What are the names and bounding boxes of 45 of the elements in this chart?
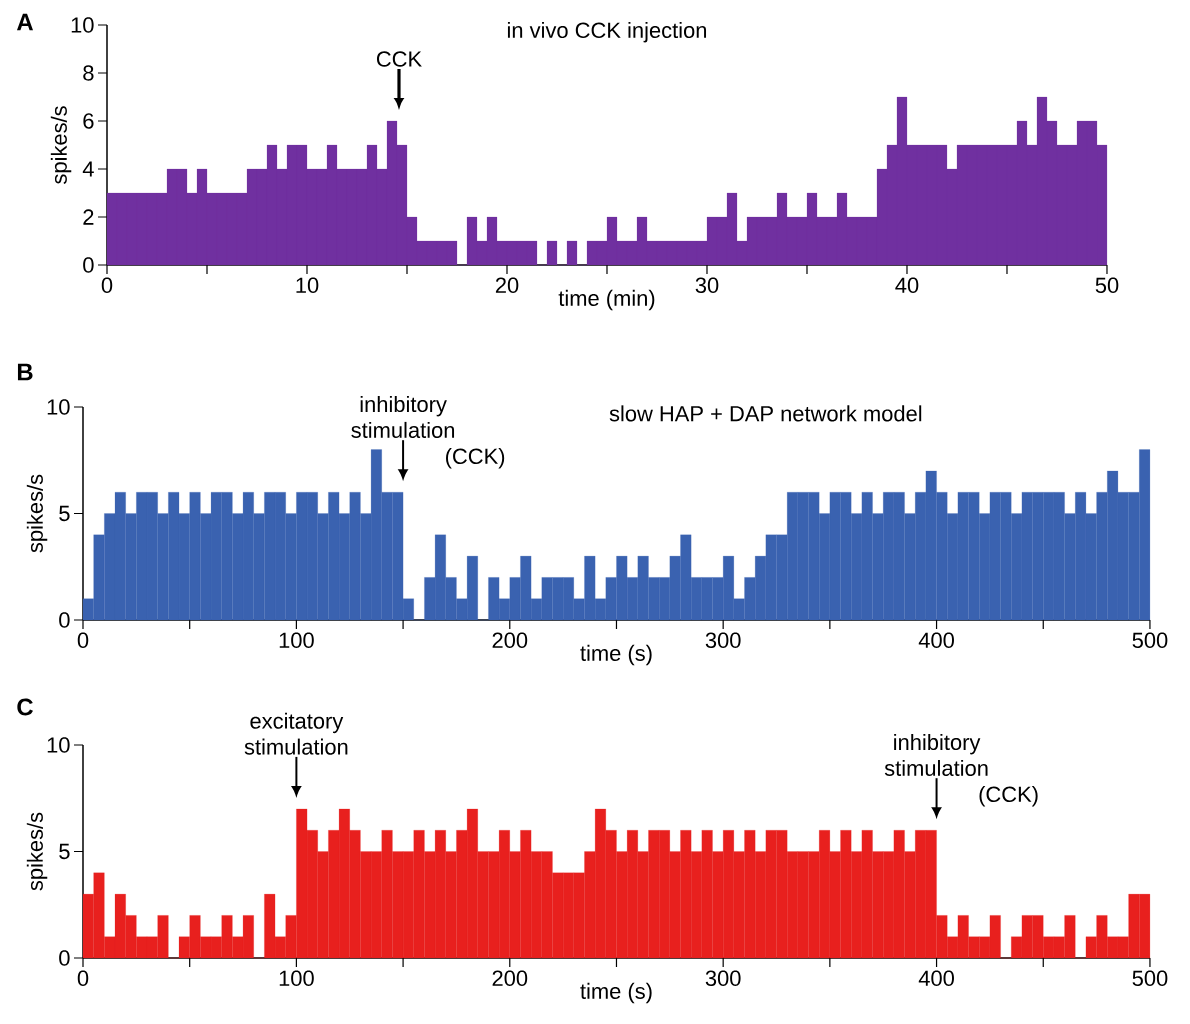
x-axis-title: time (s) bbox=[580, 644, 652, 666]
x-tick-label: 300 bbox=[705, 632, 741, 649]
y-axis-title: spikes/s bbox=[26, 812, 48, 891]
annotation: inhibitory stimulation bbox=[351, 395, 455, 438]
x-tick-label: 200 bbox=[492, 970, 528, 987]
x-axis-title: time (min) bbox=[558, 289, 655, 311]
annotation: CCK bbox=[376, 51, 422, 67]
text: C bbox=[17, 698, 33, 716]
y-tick-label: 5 bbox=[59, 843, 70, 860]
y-tick-label: 0 bbox=[83, 257, 94, 273]
y-tick-label: 2 bbox=[83, 209, 94, 225]
x-tick-label: 20 bbox=[495, 277, 519, 294]
x-tick-label: 50 bbox=[1095, 277, 1119, 294]
y-tick-label: 8 bbox=[83, 65, 94, 81]
x-tick-label: 100 bbox=[279, 632, 314, 649]
x-tick-label: 200 bbox=[492, 632, 528, 649]
text: B bbox=[17, 363, 33, 381]
y-tick-label: 10 bbox=[47, 737, 70, 753]
y-axis-title: spikes/s bbox=[26, 474, 48, 553]
x-tick-label: 0 bbox=[101, 277, 113, 294]
x-tick-label: 500 bbox=[1132, 970, 1168, 987]
x-tick-label: 10 bbox=[296, 277, 319, 294]
x-tick-label: 500 bbox=[1132, 632, 1168, 649]
x-tick-label: 30 bbox=[695, 277, 719, 294]
x-tick-label: 300 bbox=[705, 970, 741, 987]
annotation: inhibitory stimulation bbox=[884, 733, 988, 776]
x-tick-label: 400 bbox=[918, 970, 954, 987]
text: A bbox=[16, 13, 34, 31]
y-tick-label: 0 bbox=[59, 612, 70, 628]
y-tick-label: 10 bbox=[71, 17, 94, 33]
annotation: (CCK) bbox=[979, 785, 1038, 807]
chart-title: in vivo CCK injection bbox=[507, 21, 707, 43]
x-axis-title: time (s) bbox=[580, 982, 652, 1004]
x-tick-label: 400 bbox=[918, 632, 954, 649]
annotation: (CCK) bbox=[446, 447, 505, 469]
y-tick-label: 10 bbox=[47, 399, 70, 415]
y-tick-label: 0 bbox=[59, 950, 70, 966]
y-tick-label: 6 bbox=[83, 113, 94, 129]
x-tick-label: 40 bbox=[895, 277, 919, 294]
y-tick-label: 5 bbox=[59, 505, 70, 522]
annotation: excitatory stimulation bbox=[244, 712, 348, 755]
chart-title: slow HAP + DAP network model bbox=[609, 405, 922, 422]
x-tick-label: 100 bbox=[279, 970, 314, 987]
y-axis-title: spikes/s bbox=[50, 106, 72, 184]
y-tick-label: 4 bbox=[82, 161, 94, 177]
